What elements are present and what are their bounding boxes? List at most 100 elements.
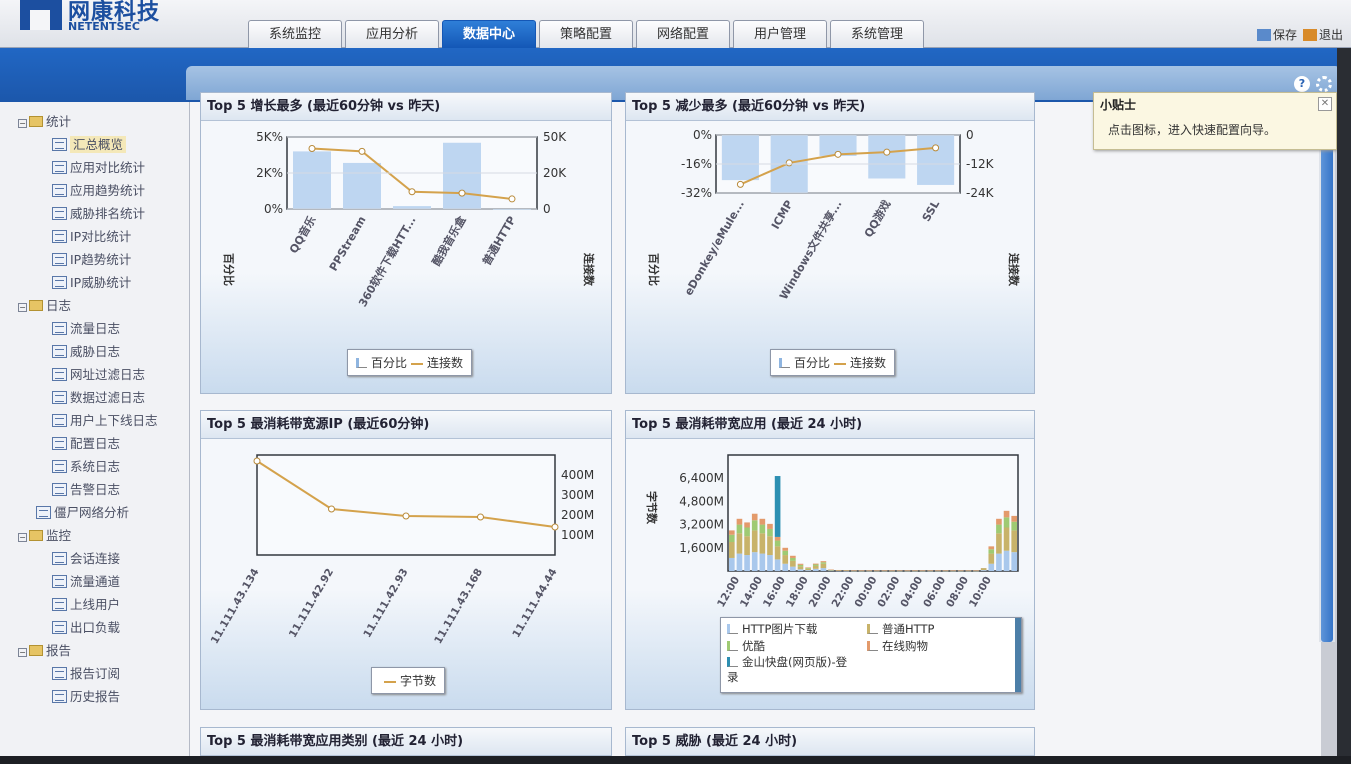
sidebar-item[interactable]: 应用趋势统计: [18, 179, 188, 202]
sidebar-item-label: IP对比统计: [70, 229, 132, 244]
tips-title: 小贴士: [1100, 98, 1137, 112]
main-nav-tabs: 系统监控 应用分析 数据中心 策略配置 网络配置 用户管理 系统管理: [248, 20, 924, 48]
sidebar-item[interactable]: 系统日志: [18, 455, 188, 478]
x-tick-label: 11.111.44.44: [510, 567, 559, 640]
tab-4[interactable]: 网络配置: [636, 20, 730, 48]
panel-title: Top 5 减少最多 (最近60分钟 vs 昨天): [626, 93, 1034, 121]
brand-logo: 网康科技 NETENTSEC: [20, 0, 190, 38]
chart-point: [477, 513, 484, 521]
sidebar-item[interactable]: 报告订阅: [18, 662, 188, 685]
chart-bar-segment: [790, 560, 796, 567]
sidebar-item[interactable]: IP对比统计: [18, 225, 188, 248]
sidebar-item[interactable]: 流量通道: [18, 570, 188, 593]
collapse-icon[interactable]: −: [18, 303, 27, 312]
sidebar-item[interactable]: 数据过滤日志: [18, 386, 188, 409]
sidebar-item-label: 用户上下线日志: [70, 413, 158, 428]
chart-bar-segment: [1003, 550, 1010, 571]
chart-bar-segment: [866, 570, 872, 571]
sidebar-item-label: 告警日志: [70, 482, 121, 497]
sidebar-item[interactable]: 流量日志: [18, 317, 188, 340]
collapse-icon[interactable]: −: [18, 533, 27, 542]
sidebar-item[interactable]: 汇总概览: [18, 133, 188, 156]
page-icon: [52, 460, 67, 473]
sidebar-group-0[interactable]: − 统计: [18, 110, 188, 133]
legend-swatch: [727, 657, 738, 667]
save-link[interactable]: 保存: [1256, 26, 1297, 43]
chart-bar-segment: [889, 570, 895, 571]
chart-bar-segment: [774, 536, 781, 541]
collapse-icon[interactable]: −: [18, 119, 27, 128]
chart-bar-segment: [973, 570, 979, 571]
tab-0[interactable]: 系统监控: [248, 20, 342, 48]
sidebar-item-label: IP趋势统计: [70, 252, 132, 267]
help-icon[interactable]: ?: [1294, 76, 1310, 92]
sidebar-item[interactable]: 用户上下线日志: [18, 409, 188, 432]
chart-bar-segment: [782, 547, 789, 551]
chart-bar-segment: [820, 568, 827, 571]
tab-6[interactable]: 系统管理: [830, 20, 924, 48]
sidebar-item[interactable]: 上线用户: [18, 593, 188, 616]
chart-bar: [393, 206, 431, 209]
sidebar-group-3[interactable]: − 监控: [18, 524, 188, 547]
sidebar-item[interactable]: 告警日志: [18, 478, 188, 501]
legend-item: 在线购物: [867, 638, 928, 654]
tab-5[interactable]: 用户管理: [733, 20, 827, 48]
sidebar-item[interactable]: 历史报告: [18, 685, 188, 708]
chart-bar-segment: [996, 524, 1002, 534]
tab-3[interactable]: 策略配置: [539, 20, 633, 48]
sidebar-item[interactable]: 威胁排名统计: [18, 202, 188, 225]
sidebar-item[interactable]: 会话连接: [18, 547, 188, 570]
y-tick-label: 100M: [561, 528, 594, 542]
x-tick-label: 11.111.42.93: [361, 567, 410, 640]
y-axis-title-left: 百分比: [222, 253, 236, 286]
chart-bar-segment: [774, 559, 781, 571]
sidebar-group-4[interactable]: − 报告: [18, 639, 188, 662]
chart-point: [253, 457, 261, 465]
y-tick-label: 0%: [693, 128, 712, 142]
legend-swatch: [867, 641, 878, 651]
chart-bar-segment: [980, 568, 987, 569]
sidebar-leaf-2[interactable]: 僵尸网络分析: [18, 501, 188, 524]
y-tick-label: 400M: [561, 468, 594, 482]
chart-bar-segment: [729, 534, 735, 542]
chart-point: [402, 512, 410, 520]
sidebar-item-label: 威胁排名统计: [70, 206, 146, 221]
close-icon[interactable]: ✕: [1318, 97, 1332, 111]
y-tick-label: 6,400M: [679, 471, 724, 485]
chart-bar-segment: [881, 570, 888, 571]
chart-bar-segment: [759, 533, 766, 554]
chart-bar-segment: [904, 570, 911, 571]
chart-bar-segment: [751, 513, 758, 521]
chart-bar-segment: [805, 567, 811, 568]
sidebar-group-1[interactable]: − 日志: [18, 294, 188, 317]
y-tick-label: -24K: [966, 186, 995, 200]
page-icon: [52, 598, 67, 611]
sidebar-item[interactable]: 网址过滤日志: [18, 363, 188, 386]
collapse-icon[interactable]: −: [18, 648, 27, 657]
top-header: 网康科技 NETENTSEC 系统监控 应用分析 数据中心 策略配置 网络配置 用户管理系…: [0, 0, 1351, 48]
sidebar-item[interactable]: 应用对比统计: [18, 156, 188, 179]
sidebar-item[interactable]: 出口负载: [18, 616, 188, 639]
y-tick-label: 1,600M: [679, 541, 724, 555]
chart-bar-segment: [736, 553, 743, 571]
chart-bar: [293, 151, 331, 209]
gear-icon[interactable]: [1316, 76, 1332, 92]
tab-2[interactable]: 数据中心: [442, 20, 536, 48]
y-tick-label: 0: [966, 128, 974, 142]
sidebar-item-label: 流量日志: [70, 321, 121, 336]
main-scrollbar-thumb[interactable]: [1321, 110, 1333, 642]
chart-bar: [917, 135, 955, 185]
exit-link[interactable]: 退出: [1302, 26, 1343, 43]
chart-point: [328, 505, 335, 513]
sidebar-item-label: 系统日志: [70, 459, 121, 474]
sidebar-item[interactable]: IP趋势统计: [18, 248, 188, 271]
sidebar-item[interactable]: 配置日志: [18, 432, 188, 455]
sidebar-item[interactable]: 威胁日志: [18, 340, 188, 363]
y-tick-label: 5K%: [256, 130, 283, 144]
legend-scrollbar[interactable]: [1015, 618, 1021, 692]
chart-point: [785, 159, 793, 167]
chart-bar-segment: [812, 568, 819, 571]
chart-bar-segment: [790, 555, 796, 558]
sidebar-item[interactable]: IP威胁统计: [18, 271, 188, 294]
tab-1[interactable]: 应用分析: [345, 20, 439, 48]
